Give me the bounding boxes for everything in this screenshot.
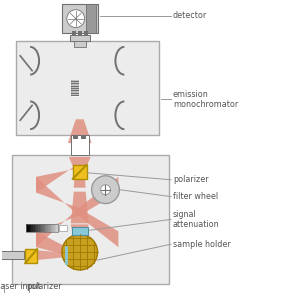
- Bar: [86, 4, 96, 33]
- Polygon shape: [74, 175, 86, 188]
- Circle shape: [62, 234, 98, 270]
- Bar: [36, 224, 38, 232]
- Bar: [41, 224, 43, 232]
- Bar: [73, 135, 78, 139]
- Polygon shape: [69, 157, 91, 171]
- Bar: [43, 224, 45, 232]
- Bar: [58, 224, 60, 232]
- Polygon shape: [36, 167, 86, 193]
- Polygon shape: [36, 231, 86, 257]
- Bar: [71, 80, 79, 96]
- Bar: [34, 224, 37, 232]
- Text: detector: detector: [173, 11, 207, 20]
- Text: polarizer: polarizer: [173, 175, 209, 184]
- Bar: [28, 224, 30, 232]
- Polygon shape: [79, 208, 118, 247]
- Bar: [51, 224, 53, 232]
- Bar: [31, 224, 33, 232]
- Bar: [59, 225, 67, 231]
- Bar: [39, 224, 42, 232]
- Text: filter wheel: filter wheel: [173, 192, 218, 201]
- Bar: [50, 224, 52, 232]
- Bar: [72, 31, 76, 35]
- Bar: [45, 224, 47, 232]
- Bar: [16, 41, 159, 135]
- Polygon shape: [36, 208, 79, 247]
- Text: sample holder: sample holder: [173, 240, 231, 249]
- Bar: [26, 224, 28, 232]
- Polygon shape: [71, 224, 89, 234]
- Polygon shape: [68, 119, 92, 143]
- Bar: [26, 224, 58, 232]
- Polygon shape: [70, 234, 90, 254]
- Polygon shape: [71, 192, 89, 224]
- Bar: [46, 224, 48, 232]
- Bar: [71, 135, 89, 155]
- Bar: [30, 224, 32, 232]
- Polygon shape: [36, 177, 79, 216]
- Polygon shape: [79, 177, 118, 216]
- Circle shape: [92, 176, 119, 203]
- Text: emission
monochromator: emission monochromator: [173, 90, 238, 109]
- Bar: [53, 224, 55, 232]
- Bar: [62, 4, 98, 33]
- Circle shape: [101, 185, 111, 195]
- Bar: [54, 224, 57, 232]
- Bar: [73, 165, 87, 179]
- Bar: [33, 224, 35, 232]
- Bar: [84, 31, 88, 35]
- Bar: [70, 35, 90, 41]
- Circle shape: [67, 10, 85, 28]
- Bar: [25, 249, 37, 263]
- Text: laser input: laser input: [0, 282, 41, 291]
- Bar: [38, 224, 40, 232]
- Polygon shape: [37, 250, 66, 260]
- Bar: [78, 31, 82, 35]
- Bar: [72, 227, 88, 235]
- Text: polarizer: polarizer: [26, 282, 62, 291]
- Bar: [56, 224, 58, 232]
- Bar: [12, 155, 169, 284]
- Bar: [74, 41, 86, 47]
- Bar: [48, 224, 50, 232]
- Bar: [81, 135, 86, 139]
- Text: signal
attenuation: signal attenuation: [173, 210, 220, 229]
- Bar: [0, 251, 24, 259]
